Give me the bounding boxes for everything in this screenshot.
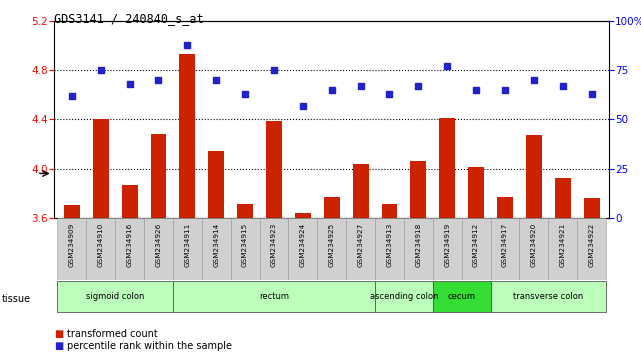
Text: ascending colon: ascending colon	[370, 292, 438, 301]
Text: GSM234918: GSM234918	[415, 223, 421, 267]
Bar	[490, 281, 606, 312]
Bar	[375, 281, 433, 312]
Text: GSM234926: GSM234926	[156, 223, 162, 267]
Bar	[122, 184, 138, 218]
Text: GSM234927: GSM234927	[358, 223, 363, 267]
Bar	[462, 218, 490, 280]
Bar	[58, 281, 173, 312]
Bar	[410, 161, 426, 218]
Bar	[151, 134, 167, 218]
Text: GSM234916: GSM234916	[126, 223, 133, 267]
Bar	[144, 218, 173, 280]
Bar	[87, 218, 115, 280]
Point	[356, 83, 366, 89]
Point	[124, 81, 135, 87]
Point	[182, 42, 192, 48]
Text: GSM234910: GSM234910	[97, 223, 104, 267]
Text: GSM234914: GSM234914	[213, 223, 219, 267]
Bar	[64, 205, 79, 218]
Text: cecum: cecum	[447, 292, 476, 301]
Point	[153, 77, 163, 83]
Bar	[288, 218, 317, 280]
Bar	[497, 197, 513, 218]
Text: GSM234909: GSM234909	[69, 223, 75, 267]
Bar	[179, 55, 196, 218]
Bar	[202, 218, 231, 280]
Bar	[317, 218, 346, 280]
Bar	[58, 218, 87, 280]
Point	[558, 83, 568, 89]
Bar	[584, 198, 599, 218]
Bar	[266, 121, 282, 218]
Text: GSM234925: GSM234925	[329, 223, 335, 267]
Text: transverse colon: transverse colon	[513, 292, 583, 301]
Text: GSM234922: GSM234922	[588, 223, 595, 267]
Bar	[260, 218, 288, 280]
Text: tissue: tissue	[2, 294, 31, 304]
Point	[442, 64, 453, 69]
Text: GSM234921: GSM234921	[560, 223, 566, 267]
Bar	[404, 218, 433, 280]
Text: rectum: rectum	[259, 292, 289, 301]
Text: GSM234923: GSM234923	[271, 223, 277, 267]
Point	[587, 91, 597, 97]
Bar	[526, 136, 542, 218]
Bar	[519, 218, 548, 280]
Point	[413, 83, 424, 89]
Bar	[237, 204, 253, 218]
Bar	[115, 218, 144, 280]
Bar	[346, 218, 375, 280]
Bar	[353, 164, 369, 218]
Point	[269, 68, 279, 73]
Text: percentile rank within the sample: percentile rank within the sample	[67, 341, 232, 351]
Text: transformed count: transformed count	[67, 329, 158, 339]
Text: GSM234915: GSM234915	[242, 223, 248, 267]
Bar	[173, 218, 202, 280]
Text: GSM234912: GSM234912	[473, 223, 479, 267]
Bar	[173, 281, 375, 312]
Bar	[468, 167, 484, 218]
Text: sigmoid colon: sigmoid colon	[86, 292, 144, 301]
Bar	[490, 218, 519, 280]
Bar	[555, 178, 570, 218]
Bar	[93, 119, 108, 218]
Bar	[375, 218, 404, 280]
Point	[67, 93, 77, 99]
Point	[500, 87, 510, 93]
Text: GSM234924: GSM234924	[300, 223, 306, 267]
Point	[297, 103, 308, 109]
Text: ■: ■	[54, 341, 63, 351]
Bar	[208, 152, 224, 218]
Text: GDS3141 / 240840_s_at: GDS3141 / 240840_s_at	[54, 12, 204, 25]
Text: ■: ■	[54, 329, 63, 339]
Point	[240, 91, 250, 97]
Point	[96, 68, 106, 73]
Bar	[295, 213, 311, 218]
Bar	[433, 281, 490, 312]
Bar	[548, 218, 577, 280]
Bar	[324, 197, 340, 218]
Point	[211, 77, 221, 83]
Text: GSM234919: GSM234919	[444, 223, 450, 267]
Bar	[577, 218, 606, 280]
Text: GSM234911: GSM234911	[185, 223, 190, 267]
Bar	[381, 204, 397, 218]
Bar	[231, 218, 260, 280]
Point	[471, 87, 481, 93]
Point	[529, 77, 539, 83]
Text: GSM234917: GSM234917	[502, 223, 508, 267]
Point	[326, 87, 337, 93]
Bar	[433, 218, 462, 280]
Text: GSM234920: GSM234920	[531, 223, 537, 267]
Bar	[439, 118, 455, 218]
Text: GSM234913: GSM234913	[387, 223, 392, 267]
Point	[385, 91, 395, 97]
